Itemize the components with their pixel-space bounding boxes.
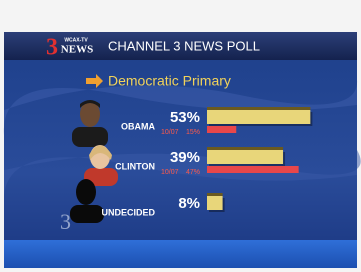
bar-top <box>207 147 283 150</box>
bar <box>207 166 299 173</box>
series-name: 10/07 <box>161 129 179 136</box>
category-label: OBAMA <box>121 121 155 131</box>
title: CHANNEL 3 NEWS POLL <box>108 38 260 53</box>
value-label: 47% <box>186 169 200 176</box>
watermark: 3 <box>60 209 71 234</box>
subtitle: Democratic Primary <box>108 73 231 89</box>
bar <box>207 196 223 210</box>
footer-bar <box>4 240 357 268</box>
bar <box>207 150 283 164</box>
value-label: 8% <box>178 195 200 212</box>
poll-screen: 3 WCAX-TV NEWS CHANNEL 3 NEWS POLL Democ… <box>0 0 361 272</box>
logo-number: 3 <box>46 35 58 61</box>
value-label: 15% <box>186 129 200 136</box>
category-label: UNDECIDED <box>101 207 155 217</box>
category-label: CLINTON <box>115 161 155 171</box>
bar <box>207 126 236 133</box>
bar-top <box>207 107 310 110</box>
bar-top <box>207 193 223 196</box>
series-name: 10/07 <box>161 169 179 176</box>
station: WCAX-TV <box>64 37 88 43</box>
bar <box>207 110 310 124</box>
value-label: 39% <box>170 149 200 166</box>
value-label: 53% <box>170 109 200 126</box>
logo-text: NEWS <box>61 44 93 56</box>
